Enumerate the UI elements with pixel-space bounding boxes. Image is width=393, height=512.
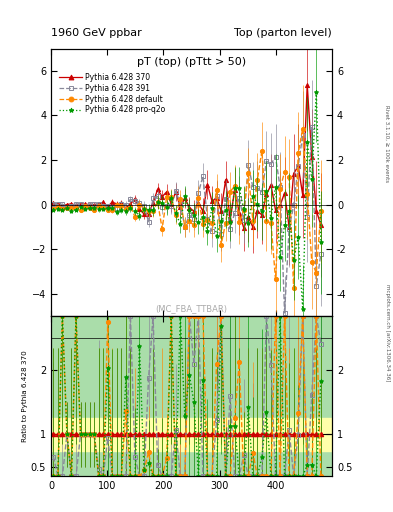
Pythia 6.428 pro-q2o	[141, 206, 146, 212]
Pythia 6.428 391	[282, 310, 287, 316]
Pythia 6.428 pro-q2o	[314, 89, 319, 95]
Pythia 6.428 391	[318, 251, 323, 257]
Pythia 6.428 default	[119, 203, 124, 209]
Pythia 6.428 370	[51, 200, 56, 206]
Pythia 6.428 391	[137, 200, 142, 206]
Pythia 6.428 default	[291, 285, 296, 291]
Pythia 6.428 pro-q2o	[96, 206, 101, 212]
Pythia 6.428 pro-q2o	[300, 306, 305, 312]
Pythia 6.428 370	[318, 222, 323, 228]
Pythia 6.428 pro-q2o	[119, 207, 124, 214]
Pythia 6.428 pro-q2o	[51, 206, 56, 212]
Pythia 6.428 391	[128, 196, 133, 202]
Line: Pythia 6.428 391: Pythia 6.428 391	[51, 125, 323, 315]
Line: Pythia 6.428 pro-q2o: Pythia 6.428 pro-q2o	[51, 90, 323, 311]
Pythia 6.428 391	[51, 201, 56, 207]
Pythia 6.428 default	[128, 204, 133, 210]
Pythia 6.428 391	[309, 124, 314, 131]
Pythia 6.428 391	[96, 201, 101, 207]
Pythia 6.428 370	[305, 82, 310, 88]
Pythia 6.428 pro-q2o	[128, 205, 133, 211]
Pythia 6.428 370	[128, 201, 133, 207]
Pythia 6.428 pro-q2o	[219, 218, 224, 224]
Pythia 6.428 default	[219, 242, 224, 248]
Pythia 6.428 370	[96, 201, 101, 207]
Text: mcplots.cern.ch [arXiv:1306.34 36]: mcplots.cern.ch [arXiv:1306.34 36]	[385, 284, 389, 381]
Pythia 6.428 pro-q2o	[137, 212, 142, 219]
Pythia 6.428 370	[137, 206, 142, 212]
Pythia 6.428 default	[51, 206, 56, 212]
Bar	[51, 418, 332, 451]
Text: 1960 GeV ppbar: 1960 GeV ppbar	[51, 28, 142, 38]
Pythia 6.428 370	[219, 208, 224, 214]
Pythia 6.428 391	[119, 201, 124, 207]
Pythia 6.428 391	[141, 203, 146, 209]
Text: (MC_FBA_TTBAR): (MC_FBA_TTBAR)	[156, 304, 228, 313]
Y-axis label: Ratio to Pythia 6.428 370: Ratio to Pythia 6.428 370	[22, 350, 28, 442]
Pythia 6.428 default	[300, 125, 305, 132]
Pythia 6.428 370	[119, 200, 124, 206]
Pythia 6.428 pro-q2o	[318, 239, 323, 245]
Pythia 6.428 default	[141, 206, 146, 212]
Bar	[51, 316, 332, 476]
Text: Rivet 3.1.10, ≥ 100k events: Rivet 3.1.10, ≥ 100k events	[385, 105, 389, 182]
Pythia 6.428 370	[141, 211, 146, 217]
Line: Pythia 6.428 default: Pythia 6.428 default	[51, 126, 323, 290]
Text: pT (top) (pTtt > 50): pT (top) (pTtt > 50)	[137, 57, 246, 67]
Pythia 6.428 370	[241, 225, 246, 231]
Pythia 6.428 391	[219, 231, 224, 237]
Line: Pythia 6.428 370: Pythia 6.428 370	[51, 83, 323, 230]
Legend: Pythia 6.428 370, Pythia 6.428 391, Pythia 6.428 default, Pythia 6.428 pro-q2o: Pythia 6.428 370, Pythia 6.428 391, Pyth…	[58, 71, 167, 116]
Text: Top (parton level): Top (parton level)	[234, 28, 332, 38]
Pythia 6.428 default	[318, 208, 323, 215]
Pythia 6.428 default	[96, 203, 101, 209]
Pythia 6.428 default	[137, 201, 142, 207]
